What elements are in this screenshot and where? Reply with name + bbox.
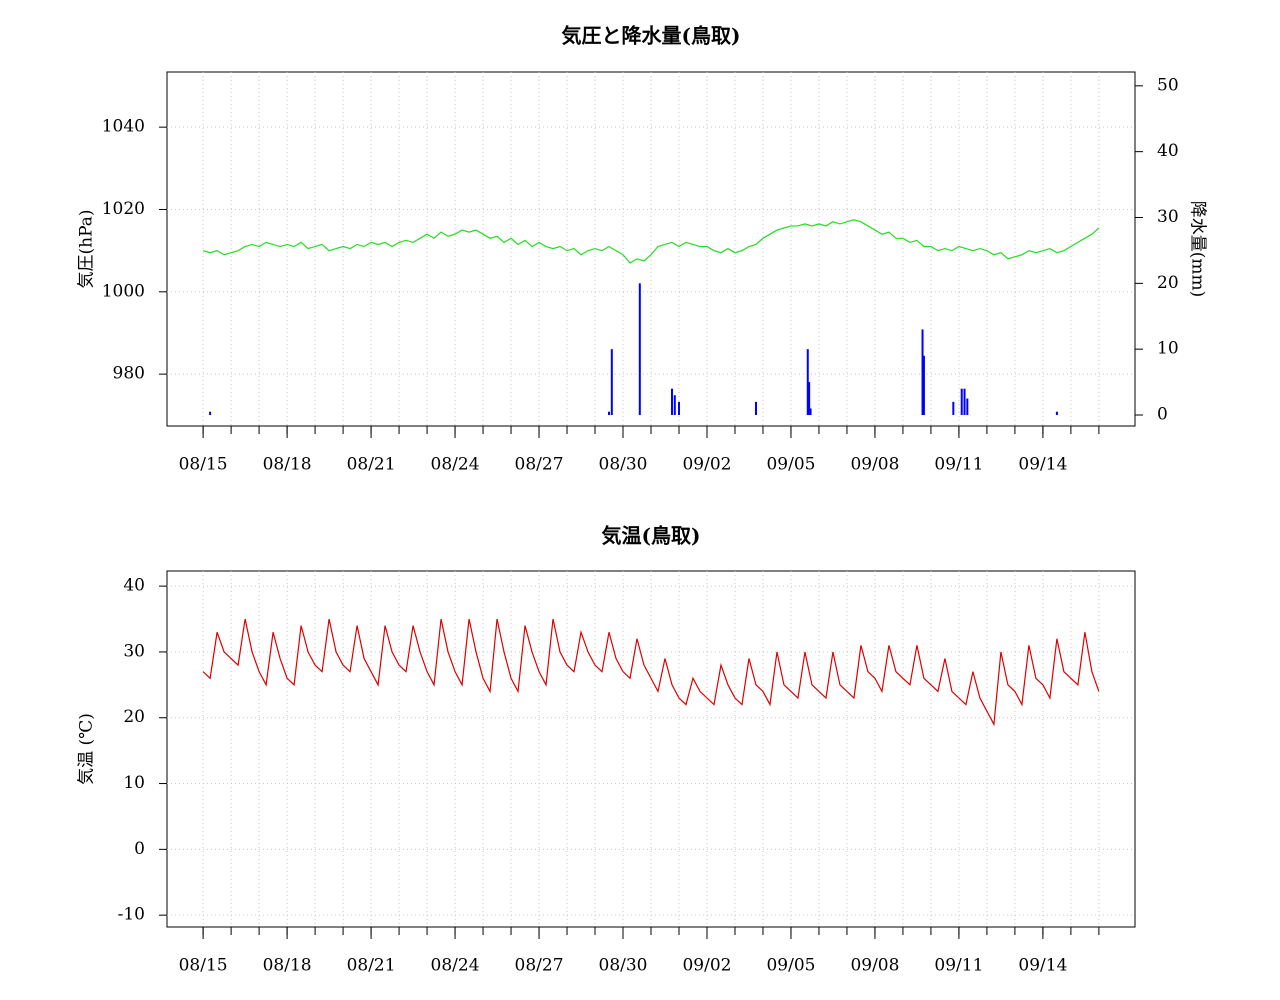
y-tick-label: 0	[134, 839, 145, 859]
chart-title: 気圧と降水量(鳥取)	[562, 24, 741, 48]
x-tick-label: 08/15	[179, 956, 228, 976]
bar	[677, 401, 680, 416]
y-tick-label: 20	[123, 707, 145, 727]
plot-frame	[166, 570, 1136, 928]
y-tick-label: 40	[123, 576, 145, 596]
bar	[808, 382, 811, 416]
x-tick-label: 08/18	[263, 455, 312, 475]
y2-tick-label: 40	[1157, 141, 1179, 161]
line	[202, 618, 1100, 727]
x-tick-label: 09/14	[1018, 455, 1067, 475]
x-tick-label: 08/30	[599, 455, 648, 475]
y-tick-label: 10	[123, 773, 145, 793]
bar	[754, 401, 757, 416]
x-tick-label: 08/27	[515, 455, 564, 475]
bar	[673, 395, 676, 416]
x-tick-label: 09/05	[766, 455, 815, 475]
y-axis-label: 気圧(hPa)	[77, 209, 97, 288]
bar	[806, 349, 809, 416]
bar	[608, 411, 611, 416]
x-tick-label: 09/05	[766, 956, 815, 976]
bar	[1055, 411, 1058, 416]
x-tick-label: 09/11	[934, 956, 983, 976]
y2-tick-label: 50	[1157, 75, 1179, 95]
y2-tick-label: 20	[1157, 273, 1179, 293]
x-tick-label: 09/02	[682, 956, 731, 976]
y2-tick-label: 10	[1157, 339, 1179, 359]
chart-title: 気温(鳥取)	[602, 524, 701, 548]
bar	[963, 388, 966, 416]
bar	[670, 388, 673, 416]
bar	[966, 398, 969, 416]
x-tick-label: 08/18	[263, 956, 312, 976]
y-tick-label: 1040	[102, 117, 145, 137]
x-tick-label: 09/02	[682, 455, 731, 475]
y-tick-label: 1020	[102, 199, 145, 219]
y-axis-label: 気温 (℃)	[77, 713, 97, 785]
bar	[209, 411, 212, 416]
bar	[921, 329, 924, 416]
y-tick-label: 1000	[102, 281, 145, 301]
bar	[809, 408, 812, 416]
x-tick-label: 09/11	[934, 455, 983, 475]
y2-tick-label: 30	[1157, 207, 1179, 227]
line	[202, 219, 1100, 264]
bar	[960, 388, 963, 416]
y2-axis-label: 降水量(mm)	[1188, 201, 1208, 298]
x-tick-label: 09/14	[1018, 956, 1067, 976]
y-tick-label: 980	[113, 364, 145, 384]
x-tick-label: 09/08	[850, 956, 899, 976]
bar	[952, 401, 955, 416]
bar	[638, 283, 641, 416]
x-tick-label: 08/24	[431, 956, 480, 976]
x-tick-label: 08/30	[599, 956, 648, 976]
bar	[922, 355, 925, 416]
y2-tick-label: 0	[1157, 405, 1168, 425]
x-tick-label: 08/27	[515, 956, 564, 976]
x-tick-label: 08/21	[347, 455, 396, 475]
x-tick-label: 08/24	[431, 455, 480, 475]
x-tick-label: 08/21	[347, 956, 396, 976]
x-tick-label: 09/08	[850, 455, 899, 475]
bar	[610, 349, 613, 416]
y-tick-label: -10	[118, 905, 145, 925]
y-tick-label: 30	[123, 641, 145, 661]
x-tick-label: 08/15	[179, 455, 228, 475]
